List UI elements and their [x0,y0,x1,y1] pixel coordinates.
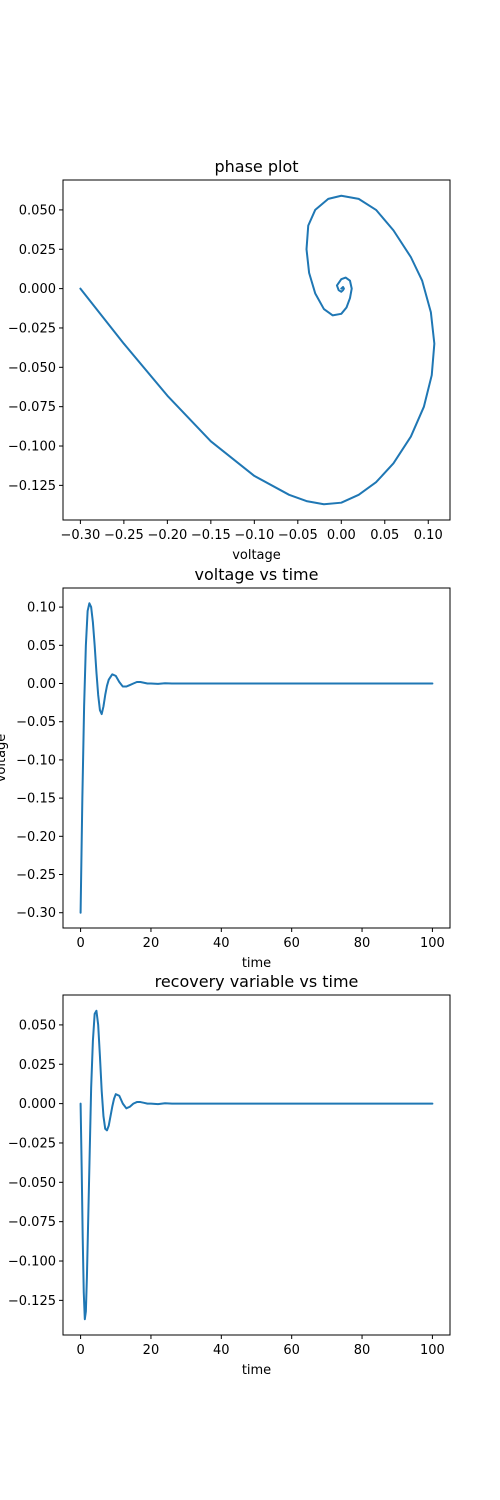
x-tick-label: 60 [283,1343,300,1358]
x-tick-label: 0.10 [414,528,443,543]
y-axis-label: voltage [0,734,9,783]
y-tick-label: −0.10 [16,753,56,768]
y-tick-label: −0.05 [16,715,56,730]
y-tick-label: −0.15 [16,792,56,807]
x-tick-label: 80 [354,936,371,951]
y-tick-label: −0.050 [8,1176,56,1191]
x-tick-label: 100 [420,936,445,951]
x-tick-label: 100 [420,1343,445,1358]
y-tick-label: 0.10 [27,601,56,616]
x-tick-label: 40 [213,1343,230,1358]
y-tick-label: 0.025 [19,1058,56,1073]
x-tick-label: −0.30 [60,528,100,543]
y-tick-label: −0.125 [8,1294,56,1309]
x-tick-label: −0.05 [278,528,318,543]
y-tick-label: −0.20 [16,830,56,845]
x-tick-label: −0.25 [104,528,144,543]
y-tick-label: −0.125 [8,479,56,494]
y-tick-label: −0.075 [8,1215,56,1230]
y-tick-label: −0.025 [8,1136,56,1151]
x-tick-label: 60 [283,936,300,951]
series-line-1 [79,194,436,506]
x-tick-label: 0 [76,1343,84,1358]
y-tick-label: −0.050 [8,361,56,376]
x-tick-label: 20 [143,936,160,951]
x-axis-label: voltage [232,548,281,563]
axes-frame [62,179,451,521]
x-tick-label: 80 [354,1343,371,1358]
y-tick-label: 0.05 [27,639,56,654]
series-line-1 [79,1009,434,1321]
y-tick-label: −0.100 [8,440,56,455]
y-tick-label: 0.050 [19,1018,56,1033]
y-tick-label: −0.025 [8,321,56,336]
y-tick-label: 0.000 [19,282,56,297]
chart-title: voltage vs time [195,565,319,584]
x-tick-label: 0.05 [370,528,399,543]
x-tick-label: 20 [143,1343,160,1358]
y-tick-label: −0.30 [16,906,56,921]
x-tick-label: −0.10 [234,528,274,543]
x-tick-label: 0.00 [327,528,356,543]
x-tick-label: 0 [76,936,84,951]
series-line-1 [79,602,434,914]
chart-title: recovery variable vs time [155,972,359,991]
x-tick-label: −0.20 [147,528,187,543]
chart-panel-3: recovery variable vs time 0 20 40 60 80 100 0.0… [8,972,451,1378]
y-tick-label: −0.25 [16,868,56,883]
y-tick-label: 0.000 [19,1097,56,1112]
chart-title: phase plot [214,157,298,176]
x-tick-label: 40 [213,936,230,951]
axes-frame [62,587,451,929]
y-tick-label: 0.025 [19,243,56,258]
x-axis-label: time [242,956,271,971]
chart-panel-2: voltage vs time 0 20 40 60 80 100 0.10 0.05 0.00 −… [0,565,451,971]
y-tick-label: −0.100 [8,1255,56,1270]
x-axis-label: time [242,1363,271,1378]
y-tick-label: −0.075 [8,400,56,415]
y-tick-label: 0.050 [19,203,56,218]
axes-frame [62,994,451,1336]
y-tick-label: 0.00 [27,677,56,692]
chart-panel-1: phase plot −0.30 −0.25 −0.20 −0.15 −0.10 −0.05… [8,157,451,563]
x-tick-label: −0.15 [191,528,231,543]
